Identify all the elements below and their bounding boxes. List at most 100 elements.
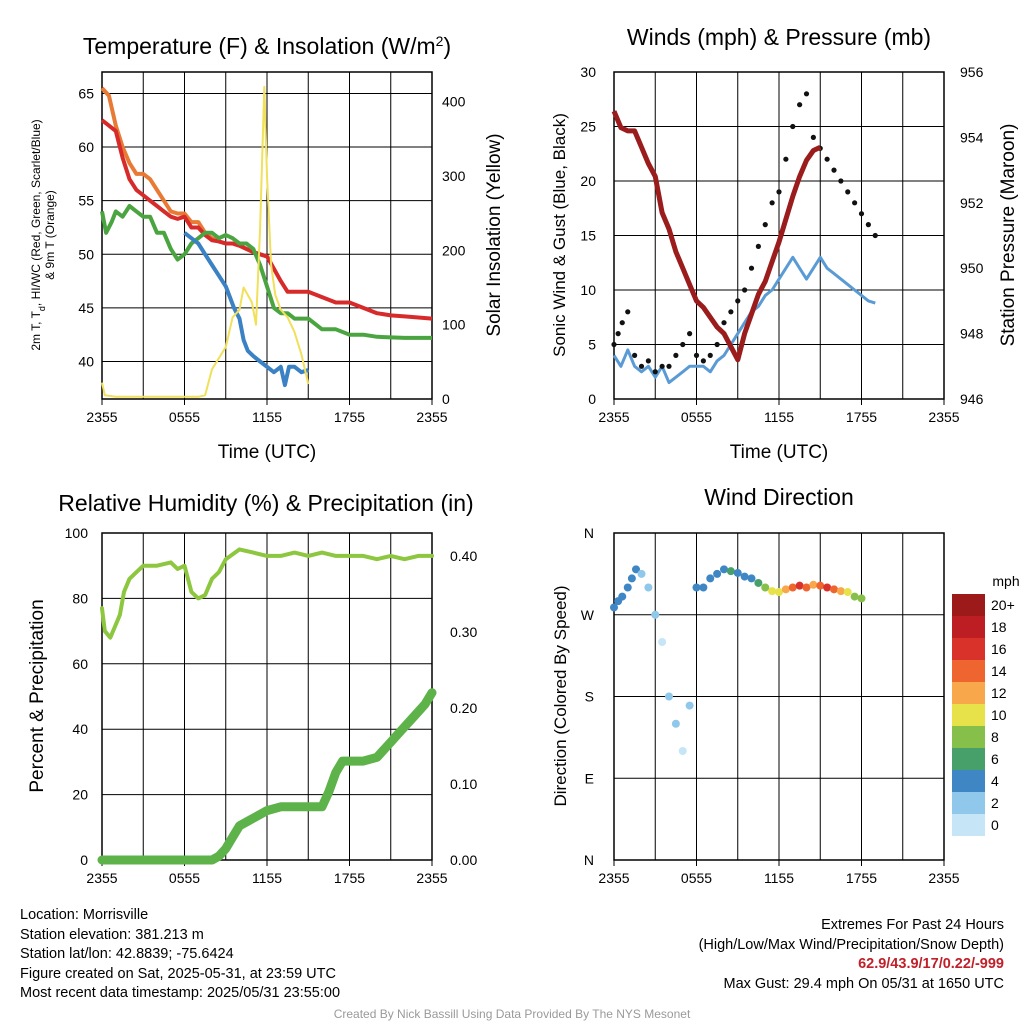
y-tick-label: 5	[588, 337, 596, 353]
y2-tick-label: 0.00	[450, 852, 477, 868]
y-tick-label: 60	[78, 139, 94, 155]
gust-point	[838, 178, 844, 184]
winds-ylabel-right: Station Pressure (Maroon)	[998, 124, 1019, 347]
direction-point	[850, 592, 859, 601]
gust-point	[632, 352, 638, 358]
direction-point	[761, 583, 770, 592]
gust-point	[728, 309, 734, 315]
direction-point	[747, 574, 756, 583]
extremes-values: 62.9/43.9/17/0.22/-999	[858, 956, 1004, 972]
gust-point	[852, 200, 858, 206]
gust-point	[797, 102, 803, 108]
y2-tick-label: 956	[960, 64, 984, 80]
legend-swatch	[952, 660, 985, 682]
gust-point	[762, 222, 768, 228]
gust-point	[673, 352, 679, 358]
gust-point	[700, 358, 706, 364]
legend-label: 18	[991, 619, 1007, 635]
gust-point	[748, 265, 755, 271]
created-text: Figure created on Sat, 2025-05-31, at 23…	[20, 965, 336, 982]
legend-swatch	[952, 726, 985, 748]
y-tick-label: N	[584, 525, 594, 541]
x-tick-label: 1755	[334, 870, 365, 886]
temperature-series-1	[100, 118, 433, 321]
direction-point	[781, 585, 790, 594]
max-gust-text: Max Gust: 29.4 mph On 05/31 at 1650 UTC	[723, 975, 1004, 992]
direction-point	[671, 719, 680, 728]
humidity-series-1	[97, 688, 437, 865]
gust-point	[693, 352, 700, 358]
temperature-ylabel-left-b: , HI/WC (Red, Green, Scarlet/Blue)	[29, 119, 43, 306]
y-tick-label: 25	[580, 119, 596, 135]
gust-point	[824, 156, 830, 162]
gust-point	[803, 91, 810, 97]
legend-swatch	[952, 748, 985, 770]
y2-tick-label: 300	[442, 168, 466, 184]
y-tick-label: 20	[72, 787, 88, 803]
y2-tick-label: 0.30	[450, 624, 477, 640]
direction-point	[788, 583, 797, 592]
x-tick-label: 2355	[416, 409, 447, 425]
y-tick-label: 40	[78, 353, 94, 369]
direction-point	[632, 565, 640, 574]
y2-tick-label: 952	[960, 195, 984, 211]
x-tick-label: 2355	[416, 870, 447, 886]
legend-swatch	[952, 770, 985, 792]
x-tick-label: 2355	[598, 870, 629, 886]
legend-swatch	[952, 616, 985, 638]
temperature-panel: 2355 0555 1155 1755 2355 40 45 50 55 60 65 0 100 200 3…	[78, 71, 466, 425]
y2-tick-label: 400	[442, 94, 466, 110]
legend-swatch	[952, 704, 985, 726]
winds-title: Winds (mph) & Pressure (mb)	[627, 24, 931, 50]
station-info: Location: Morrisville Station elevation:…	[20, 906, 340, 1004]
legend-swatch	[952, 814, 985, 836]
gust-point	[776, 189, 782, 195]
humidity-ylabel-left: Percent & Precipitation	[27, 599, 48, 792]
direction-point	[775, 588, 783, 597]
y2-tick-label: 954	[960, 129, 984, 145]
temperature-ylabel-left-a: 2m T, T	[29, 310, 43, 350]
y-tick-label: 10	[580, 282, 596, 298]
direction-point	[754, 578, 763, 587]
location-text: Location: Morrisville	[20, 907, 149, 923]
winds-ylabel-left: Sonic Wind & Gust (Blue, Black)	[550, 113, 569, 357]
x-tick-label: 0555	[681, 409, 712, 425]
gust-point	[652, 369, 658, 375]
y2-tick-label: 948	[960, 326, 984, 342]
gust-point	[865, 222, 871, 228]
x-tick-label: 0555	[169, 409, 200, 425]
legend-label: 16	[991, 641, 1007, 657]
gust-point	[615, 331, 621, 337]
direction-point	[802, 583, 811, 592]
direction-point	[795, 581, 804, 590]
legend-label: 20+	[991, 597, 1015, 613]
y-tick-label: S	[585, 689, 594, 705]
temperature-xlabel: Time (UTC)	[218, 442, 317, 463]
x-tick-label: 2355	[86, 409, 117, 425]
recent-data-text: Most recent data timestamp: 2025/05/31 2…	[20, 985, 341, 1001]
direction-point	[651, 610, 660, 619]
direction-point	[678, 747, 687, 755]
legend-label: 0	[991, 817, 999, 833]
gust-point	[680, 341, 686, 348]
y2-tick-label: 0.10	[450, 776, 477, 792]
direction-point	[830, 585, 838, 594]
direction-point	[823, 583, 832, 592]
legend-label: 14	[991, 663, 1007, 679]
y2-tick-label: 0	[442, 391, 450, 407]
winds-xlabel: Time (UTC)	[730, 442, 829, 463]
y-tick-label: 30	[580, 64, 596, 80]
gust-point	[707, 352, 713, 358]
gust-point	[872, 232, 878, 239]
temperature-title: Temperature (F) & Insolation (W/m2)	[83, 33, 451, 59]
y-tick-label: 45	[78, 300, 94, 316]
temperature-title-sup: 2	[436, 33, 444, 49]
temperature-ylabel-right: Solar Insolation (Yellow)	[484, 133, 505, 336]
y2-tick-label: 200	[442, 242, 466, 258]
temperature-title-text: Temperature (F) & Insolation (W/m	[83, 33, 436, 59]
extremes-title: Extremes For Past 24 Hours	[821, 917, 1004, 933]
y-tick-label: 60	[72, 656, 88, 672]
gust-point	[611, 341, 617, 348]
gust-point	[858, 211, 865, 217]
direction-point	[836, 587, 845, 596]
